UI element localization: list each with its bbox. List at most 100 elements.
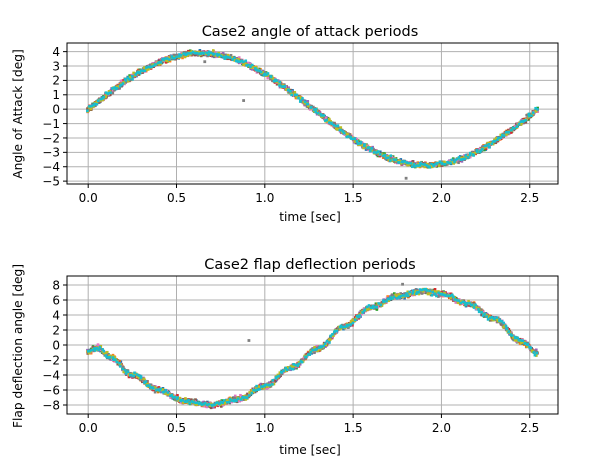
scatter-point (387, 155, 390, 158)
scatter-point (237, 399, 241, 403)
scatter-point (361, 309, 365, 313)
scatter-point (211, 49, 215, 52)
scatter-point (221, 51, 225, 55)
scatter-point (86, 107, 89, 110)
scatter-point (418, 164, 422, 167)
chart-title: Case2 flap deflection periods (204, 257, 415, 273)
scatter-point (214, 54, 217, 57)
scatter-point (229, 399, 232, 402)
scatter-point (147, 68, 150, 71)
scatter-point (213, 51, 217, 54)
scatter-point (188, 49, 192, 52)
scatter-point (157, 59, 161, 63)
scatter-point (105, 350, 109, 354)
scatter-point (475, 150, 479, 153)
scatter-point (304, 102, 307, 105)
scatter-point (504, 130, 508, 134)
scatter-point (240, 59, 243, 63)
scatter-point (378, 152, 382, 156)
scatter-point (128, 74, 131, 77)
scatter-point (481, 147, 484, 151)
scatter-point (265, 385, 269, 389)
scatter-point (530, 114, 533, 117)
y-tick-label: 4 (52, 45, 60, 59)
scatter-point (166, 59, 169, 63)
scatter-point (501, 133, 504, 137)
scatter-point (437, 290, 440, 293)
scatter-point (299, 99, 302, 102)
scatter-point (499, 321, 502, 325)
x-axis-ticks: 0.0 0.5 1.0 1.5 2.0 2.5 (79, 184, 539, 205)
scatter-point (435, 290, 439, 294)
scatter-point (199, 403, 202, 406)
scatter-point (198, 49, 202, 52)
scatter-point (377, 150, 380, 154)
y-axis-label: Angle of Attack [deg] (11, 49, 25, 178)
outlier-point (203, 60, 207, 64)
scatter-point (287, 86, 290, 90)
scatter-point (224, 55, 228, 58)
scatter-point (255, 68, 259, 72)
scatter-point (209, 53, 213, 56)
scatter-point (349, 135, 352, 139)
scatter-point (205, 51, 208, 55)
scatter-point (244, 59, 248, 63)
scatter-point (399, 292, 402, 295)
scatter-point (113, 356, 117, 359)
y-tick-label: 1 (52, 88, 60, 102)
scatter-point (380, 153, 383, 156)
scatter-point (89, 106, 93, 109)
scatter-point (293, 93, 297, 97)
scatter-point (443, 162, 447, 166)
scatter-point (154, 63, 157, 66)
scatter-point (126, 79, 130, 83)
scatter-point (184, 398, 188, 402)
scatter-point (115, 86, 119, 90)
scatter-point (176, 394, 179, 397)
scatter-point (113, 88, 116, 92)
scatter-point (181, 401, 185, 404)
scatter-point (224, 401, 227, 405)
scatter-point (501, 323, 505, 326)
scatter-point (93, 102, 97, 106)
scatter-point (266, 73, 270, 77)
scatter-point (328, 121, 331, 124)
scatter-point (349, 137, 353, 140)
scatter-point (390, 293, 394, 297)
scatter-point (378, 150, 382, 154)
scatter-point (195, 51, 199, 55)
scatter-point (393, 292, 396, 295)
scatter-point (496, 138, 499, 142)
scatter-point (137, 73, 140, 76)
scatter-point (383, 153, 387, 157)
scatter-point (230, 400, 234, 404)
scatter-point (212, 55, 216, 58)
scatter-point (410, 165, 414, 169)
scatter-point (527, 114, 531, 118)
scatter-point (265, 387, 268, 390)
scatter-point (493, 139, 497, 143)
scatter-point (132, 71, 135, 75)
scatter-point (435, 161, 439, 165)
grid-lines (67, 43, 558, 184)
scatter-point (468, 153, 472, 157)
scatter-point (226, 53, 230, 57)
scatter-point (225, 399, 229, 402)
scatter-point (320, 114, 323, 117)
scatter-point (443, 160, 446, 164)
scatter-point (534, 106, 537, 110)
scatter-point (474, 149, 477, 152)
scatter-point (98, 99, 102, 102)
scatter-point (336, 124, 340, 127)
scatter-point (435, 293, 439, 296)
scatter-point (267, 75, 270, 78)
scatter-point (405, 161, 409, 164)
scatter-point (369, 149, 372, 153)
outlier-point (404, 176, 408, 180)
scatter-point (137, 70, 140, 74)
scatter-point (88, 105, 91, 108)
scatter-point (397, 293, 401, 296)
scatter-point (306, 100, 310, 103)
scatter-point (271, 77, 275, 80)
scatter-point (338, 327, 342, 331)
